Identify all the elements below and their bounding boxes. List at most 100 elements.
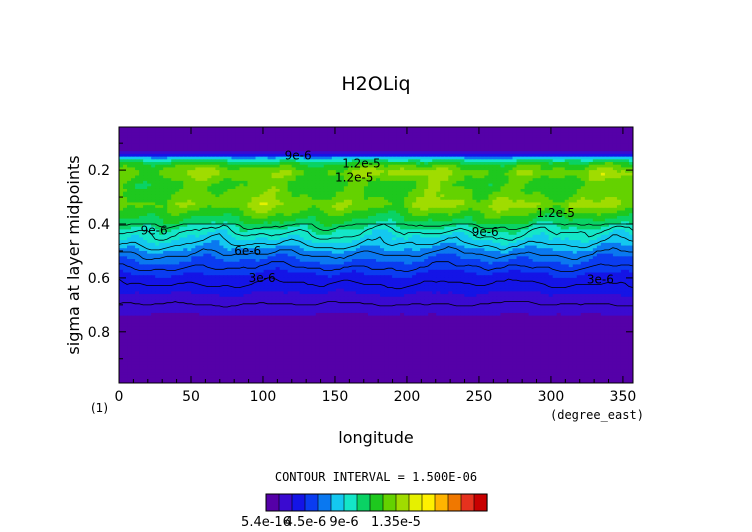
heatmap-cell: [388, 132, 393, 136]
heatmap-cell: [331, 202, 337, 206]
heatmap-cell: [588, 218, 594, 222]
heatmap-cell: [251, 148, 257, 152]
heatmap-cell: [616, 156, 622, 160]
heatmap-cell: [191, 164, 196, 169]
heatmap-cell: [508, 162, 514, 166]
heatmap-cell: [452, 164, 457, 169]
heatmap-cell: [303, 156, 309, 160]
heatmap-cell: [187, 140, 192, 144]
heatmap-cell: [532, 153, 538, 158]
heatmap-cell: [492, 197, 498, 201]
heatmap-cell: [572, 145, 578, 150]
heatmap-cell: [175, 148, 180, 152]
heatmap-cell: [384, 197, 389, 201]
heatmap-cell: [552, 218, 558, 222]
heatmap-cell: [231, 210, 237, 214]
heatmap-cell: [520, 148, 526, 152]
heatmap-cell: [171, 172, 176, 177]
heatmap-cell: [448, 218, 453, 222]
heatmap-cell: [584, 205, 590, 209]
heatmap-cell: [604, 148, 610, 152]
heatmap-cell: [404, 178, 409, 182]
heatmap-cell: [275, 153, 281, 158]
heatmap-cell: [259, 167, 265, 171]
heatmap-cell: [231, 180, 237, 185]
heatmap-cell: [456, 199, 461, 204]
heatmap-cell: [307, 132, 313, 136]
heatmap-cell: [604, 188, 610, 193]
heatmap-cell: [604, 194, 610, 198]
heatmap-cell: [219, 143, 225, 147]
heatmap-cell: [572, 202, 578, 206]
heatmap-cell: [524, 221, 530, 225]
heatmap-cell: [351, 170, 357, 174]
heatmap-cell: [299, 199, 305, 204]
heatmap-cell: [376, 199, 381, 204]
heatmap-cell: [380, 159, 385, 163]
heatmap-cell: [560, 210, 566, 214]
heatmap-cell: [143, 180, 148, 185]
heatmap-cell: [131, 224, 136, 228]
heatmap-cell: [163, 186, 168, 190]
heatmap-cell: [444, 137, 449, 142]
heatmap-cell: [376, 178, 381, 182]
heatmap-cell: [359, 210, 365, 214]
heatmap-cell: [540, 229, 546, 233]
heatmap-cell: [223, 180, 229, 185]
heatmap-cell: [211, 183, 216, 187]
heatmap-cell: [528, 207, 534, 212]
heatmap-cell: [376, 218, 381, 222]
heatmap-cell: [528, 135, 534, 139]
heatmap-cell: [335, 140, 341, 144]
heatmap-cell: [536, 199, 542, 204]
heatmap-cell: [315, 127, 321, 131]
heatmap-cell: [540, 197, 546, 201]
heatmap-cell: [528, 178, 534, 182]
heatmap-cell: [612, 135, 618, 139]
heatmap-cell: [452, 153, 457, 158]
heatmap-cell: [119, 215, 124, 220]
heatmap-cell: [592, 167, 598, 171]
heatmap-cell: [139, 135, 144, 139]
heatmap-cell: [552, 137, 558, 142]
heatmap-cell: [227, 170, 233, 174]
heatmap-cell: [147, 210, 152, 214]
heatmap-cell: [223, 186, 229, 190]
heatmap-cell: [287, 129, 293, 133]
heatmap-cell: [151, 132, 156, 136]
heatmap-cell: [488, 197, 494, 201]
heatmap-cell: [299, 207, 305, 212]
heatmap-cell: [287, 164, 293, 169]
heatmap-cell: [388, 172, 393, 177]
heatmap-cell: [448, 215, 453, 220]
heatmap-cell: [371, 218, 377, 222]
heatmap-cell: [544, 180, 550, 185]
heatmap-cell: [432, 186, 437, 190]
heatmap-cell: [183, 170, 188, 174]
heatmap-cell: [384, 183, 389, 187]
heatmap-cell: [351, 159, 357, 163]
heatmap-cell: [159, 145, 164, 150]
heatmap-cell: [432, 175, 437, 179]
heatmap-cell: [564, 135, 570, 139]
heatmap-cell: [167, 218, 172, 222]
heatmap-cell: [351, 218, 357, 222]
heatmap-cell: [424, 202, 429, 206]
heatmap-cell: [624, 213, 630, 217]
heatmap-cell: [127, 205, 132, 209]
heatmap-cell: [367, 194, 373, 198]
heatmap-cell: [484, 156, 490, 160]
heatmap-cell: [159, 172, 164, 177]
heatmap-cell: [592, 210, 598, 214]
heatmap-cell: [452, 180, 457, 185]
heatmap-cell: [572, 162, 578, 166]
heatmap-cell: [327, 186, 333, 190]
heatmap-cell: [576, 202, 582, 206]
heatmap-cell: [359, 186, 365, 190]
heatmap-cell: [436, 194, 441, 198]
heatmap-cell: [384, 143, 389, 147]
heatmap-cell: [227, 175, 233, 179]
heatmap-cell: [251, 156, 257, 160]
heatmap-cell: [552, 162, 558, 166]
heatmap-cell: [123, 148, 128, 152]
